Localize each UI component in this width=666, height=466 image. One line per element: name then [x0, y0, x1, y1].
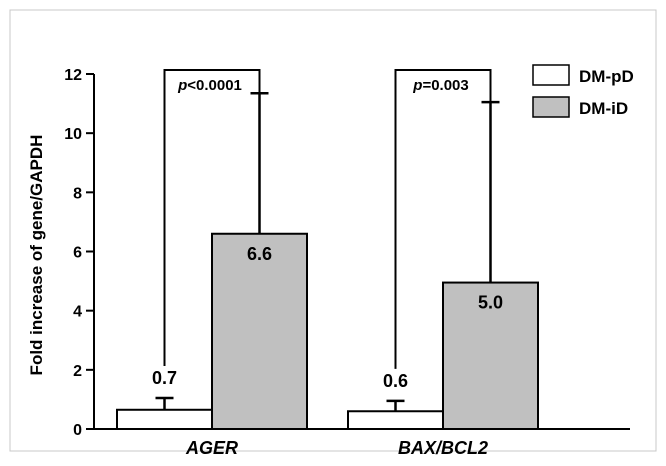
bar-dm-id-ager	[211, 232, 308, 430]
value-label: 5.0	[478, 293, 503, 313]
significance-bracket	[394, 69, 492, 369]
legend-swatch	[532, 96, 570, 118]
x-category-labels: AGER BAX/BCL2	[185, 438, 488, 458]
value-label: 6.6	[247, 244, 272, 264]
legend-label: DM-iD	[579, 99, 628, 118]
p-value-label: p=0.003	[412, 77, 468, 94]
bar-dm-id-bax-bcl2	[442, 281, 539, 430]
x-category-label: AGER	[185, 438, 238, 458]
p-value-text: <0.0001	[187, 77, 242, 94]
p-value-label: p<0.0001	[177, 77, 242, 94]
error-bars-group	[155, 91, 500, 412]
y-tick-label: 8	[73, 185, 82, 202]
legend: DM-pD DM-iD	[532, 64, 634, 118]
value-label: 0.6	[383, 371, 408, 391]
p-symbol: p	[177, 77, 187, 94]
y-tick-label: 6	[73, 245, 82, 262]
y-tick-label: 0	[73, 422, 82, 439]
bar-dm-pd-bax-bcl2	[347, 410, 444, 430]
bars-group	[116, 232, 539, 431]
significance-bracket	[163, 69, 261, 366]
legend-swatch	[532, 64, 570, 86]
bar-dm-pd-ager	[116, 408, 213, 431]
value-label: 0.7	[152, 368, 177, 388]
p-symbol: p	[412, 77, 422, 94]
x-category-label: BAX/BCL2	[398, 438, 488, 458]
value-labels-group: 0.7 6.6 0.6 5.0	[152, 244, 503, 391]
y-tick-label: 4	[73, 304, 82, 321]
y-tick-label: 10	[64, 126, 82, 143]
significance-brackets: p<0.0001 p=0.003	[163, 69, 492, 369]
legend-label: DM-pD	[579, 67, 634, 86]
y-tick-label: 2	[73, 363, 82, 380]
y-tick-label: 12	[64, 67, 82, 84]
p-value-text: =0.003	[422, 77, 468, 94]
y-axis-label: Fold increase of gene/GAPDH	[27, 135, 46, 376]
